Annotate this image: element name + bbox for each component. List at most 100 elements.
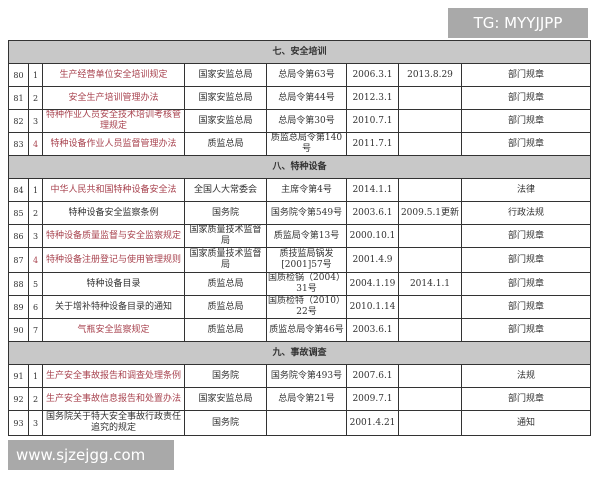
regulation-type: 部门规章 — [460, 63, 592, 87]
revision-date — [398, 364, 462, 388]
regulation-type: 部门规章 — [460, 387, 592, 411]
document-number: 总局令第44号 — [266, 86, 347, 110]
revision-date: 2014.1.1 — [398, 272, 462, 296]
sequence-number: 4 — [28, 247, 43, 273]
regulation-name: 特种设备安全监察条例 — [42, 201, 185, 225]
row-number: 92 — [8, 387, 29, 411]
regulation-type: 部门规章 — [460, 247, 592, 273]
regulation-type: 部门规章 — [460, 224, 592, 248]
table-row: 91 1 生产安全事故报告和调查处理条例 国务院 国务院令第493号 2007.6.1 法规 — [8, 364, 592, 388]
document-number: 国务院令第549号 — [266, 201, 347, 225]
regulation-name: 特种设备目录 — [42, 272, 185, 296]
issuing-authority: 国家安监总局 — [184, 109, 267, 133]
regulation-type: 部门规章 — [460, 132, 592, 156]
regulation-name: 生产安全事故报告和调查处理条例 — [42, 364, 185, 388]
regulation-name: 特种设备作业人员监督管理办法 — [42, 132, 185, 156]
sequence-number: 4 — [28, 132, 43, 156]
row-number: 89 — [8, 295, 29, 319]
sequence-number: 1 — [28, 63, 43, 87]
effective-date: 2009.7.1 — [346, 387, 399, 411]
effective-date: 2000.10.1 — [346, 224, 399, 248]
regulation-name: 中华人民共和国特种设备安全法 — [42, 178, 185, 202]
row-number: 86 — [8, 224, 29, 248]
row-number: 93 — [8, 410, 29, 436]
row-number: 84 — [8, 178, 29, 202]
table-row: 83 4 特种设备作业人员监督管理办法 质监总局 质监总局令第140号 2011.7.1 部… — [8, 132, 592, 156]
effective-date: 2012.3.1 — [346, 86, 399, 110]
revision-date — [398, 109, 462, 133]
row-number: 90 — [8, 318, 29, 342]
revision-date — [398, 224, 462, 248]
regulation-type: 部门规章 — [460, 318, 592, 342]
effective-date: 2010.7.1 — [346, 109, 399, 133]
sequence-number: 1 — [28, 364, 43, 388]
row-number: 87 — [8, 247, 29, 273]
issuing-authority: 国务院 — [184, 364, 267, 388]
document-number: 总局令第63号 — [266, 63, 347, 87]
watermark-bottom: www.sjzejgg.com — [8, 440, 174, 470]
document-number: 总局令第21号 — [266, 387, 347, 411]
regulation-type: 行政法规 — [460, 201, 592, 225]
document-number: 质监总局令第140号 — [266, 132, 347, 156]
revision-date — [398, 318, 462, 342]
row-number: 80 — [8, 63, 29, 87]
regulation-name: 特种作业人员安全技术培训考核管理规定 — [42, 109, 185, 133]
section-title: 七、安全培训 — [7, 40, 592, 64]
document-number: 国务院令第493号 — [266, 364, 347, 388]
issuing-authority: 国家安监总局 — [184, 63, 267, 87]
watermark-top: TG: MYYJJPP — [448, 8, 588, 38]
revision-date: 2013.8.29 — [398, 63, 462, 87]
issuing-authority: 质监总局 — [184, 132, 267, 156]
sequence-number: 6 — [28, 295, 43, 319]
table-row: 85 2 特种设备安全监察条例 国务院 国务院令第549号 2003.6.1 2009.5.… — [8, 201, 592, 225]
row-number: 88 — [8, 272, 29, 296]
revision-date — [398, 247, 462, 273]
effective-date: 2001.4.21 — [346, 410, 399, 436]
issuing-authority: 质监总局 — [184, 318, 267, 342]
regulation-name: 国务院关于特大安全事故行政责任追究的规定 — [42, 410, 185, 436]
regulation-type: 法律 — [460, 178, 592, 202]
table-row: 82 3 特种作业人员安全技术培训考核管理规定 国家安监总局 总局令第30号 2010.7… — [8, 109, 592, 133]
sequence-number: 3 — [28, 109, 43, 133]
document-number: 主席令第4号 — [266, 178, 347, 202]
regulation-name: 生产安全事故信息报告和处置办法 — [42, 387, 185, 411]
effective-date: 2007.6.1 — [346, 364, 399, 388]
effective-date: 2010.1.14 — [346, 295, 399, 319]
table-row: 84 1 中华人民共和国特种设备安全法 全国人大常委会 主席令第4号 2014.1.1 法律 — [8, 178, 592, 202]
effective-date: 2003.6.1 — [346, 318, 399, 342]
effective-date: 2014.1.1 — [346, 178, 399, 202]
issuing-authority: 国家质量技术监督局 — [184, 247, 267, 273]
revision-date — [398, 387, 462, 411]
regulation-type: 部门规章 — [460, 295, 592, 319]
table-row: 87 4 特种设备注册登记与使用管理规则 国家质量技术监督局 质技监局锅发[2001]5… — [8, 247, 592, 273]
document-number: 质监总局令第46号 — [266, 318, 347, 342]
sequence-number: 1 — [28, 178, 43, 202]
row-number: 81 — [8, 86, 29, 110]
issuing-authority: 国务院 — [184, 410, 267, 436]
effective-date: 2003.6.1 — [346, 201, 399, 225]
sequence-number: 3 — [28, 410, 43, 436]
sequence-number: 2 — [28, 86, 43, 110]
sequence-number: 2 — [28, 201, 43, 225]
document-number: 总局令第30号 — [266, 109, 347, 133]
row-number: 83 — [8, 132, 29, 156]
row-number: 85 — [8, 201, 29, 225]
sequence-number: 3 — [28, 224, 43, 248]
regulation-name: 气瓶安全监察规定 — [42, 318, 185, 342]
issuing-authority: 国家质量技术监督局 — [184, 224, 267, 248]
regulation-name: 生产经营单位安全培训规定 — [42, 63, 185, 87]
document-number: 质技监局锅发[2001]57号 — [266, 247, 347, 273]
effective-date: 2011.7.1 — [346, 132, 399, 156]
issuing-authority: 质监总局 — [184, 295, 267, 319]
regulation-type: 法规 — [460, 364, 592, 388]
issuing-authority: 国家安监总局 — [184, 387, 267, 411]
revision-date — [398, 132, 462, 156]
table-row: 88 5 特种设备目录 质监总局 国质检锅（2004）31号 2004.1.19 2014.… — [8, 272, 592, 296]
table-row: 92 2 生产安全事故信息报告和处置办法 国家安监总局 总局令第21号 2009.7.1 部… — [8, 387, 592, 411]
table-row: 93 3 国务院关于特大安全事故行政责任追究的规定 国务院 2001.4.21 通知 — [8, 410, 592, 436]
regulation-type: 部门规章 — [460, 86, 592, 110]
issuing-authority: 国家安监总局 — [184, 86, 267, 110]
regulation-name: 关于增补特种设备目录的通知 — [42, 295, 185, 319]
table-row: 89 6 关于增补特种设备目录的通知 质监总局 国质检特（2010）22号 2010.1.… — [8, 295, 592, 319]
section-title: 八、特种设备 — [7, 155, 592, 179]
